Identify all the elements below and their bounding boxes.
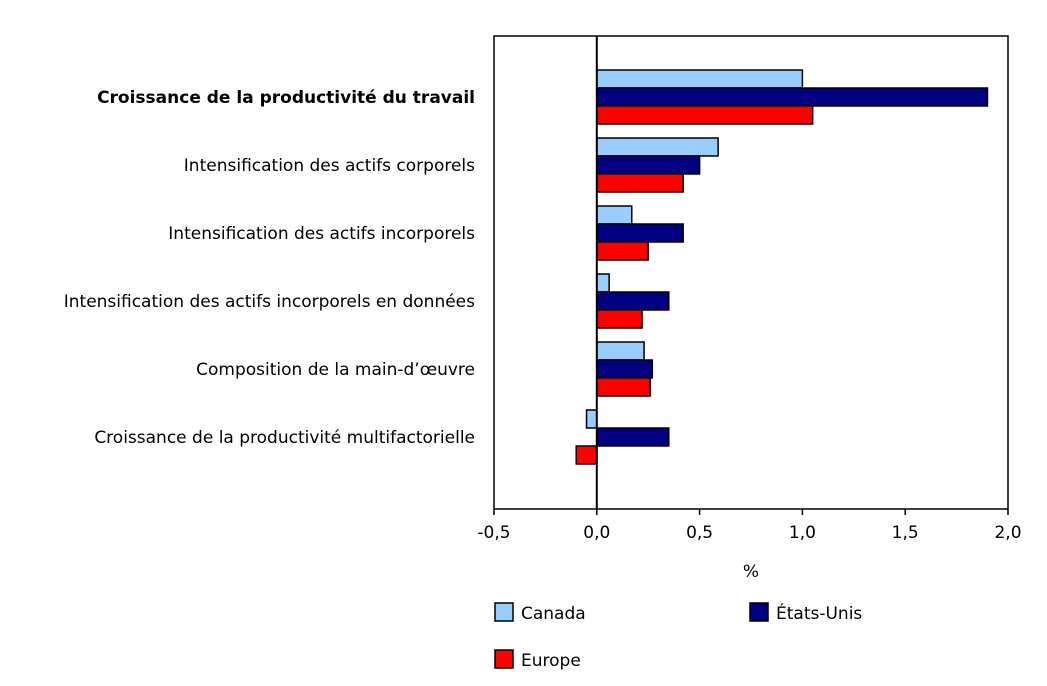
x-tick-label: 1,0 bbox=[789, 523, 816, 543]
x-tick-label: 0,0 bbox=[583, 523, 610, 543]
bar-europe-4 bbox=[596, 377, 652, 397]
bar-canada-1 bbox=[596, 137, 719, 157]
bar-canada-3 bbox=[596, 273, 610, 293]
legend-label: États-Unis bbox=[776, 602, 862, 624]
category-label: Croissance de la productivité du travail bbox=[97, 88, 475, 108]
legend-label: Europe bbox=[521, 651, 581, 671]
bar-canada-0 bbox=[596, 69, 804, 89]
category-label: Intensification des actifs corporels bbox=[184, 156, 475, 176]
legend-label: Canada bbox=[521, 604, 586, 624]
x-tick-label: 0,5 bbox=[686, 523, 713, 543]
x-tick-label: -0,5 bbox=[477, 523, 510, 543]
bar-tatsunis-3 bbox=[596, 291, 670, 311]
bar-tatsunis-1 bbox=[596, 155, 701, 175]
category-label: Intensification des actifs incorporels bbox=[168, 224, 475, 244]
bar-tatsunis-2 bbox=[596, 223, 684, 243]
bar-tatsunis-0 bbox=[596, 87, 989, 107]
bar-europe-1 bbox=[596, 173, 684, 193]
category-label: Composition de la main-d’œuvre bbox=[196, 360, 475, 380]
plot-frame bbox=[493, 35, 1009, 510]
bar-europe-3 bbox=[596, 309, 643, 329]
category-label: Croissance de la productivité multifacto… bbox=[94, 428, 475, 448]
legend-swatch bbox=[494, 649, 514, 669]
legend-swatch bbox=[749, 602, 769, 622]
category-label: Intensification des actifs incorporels e… bbox=[64, 292, 475, 312]
bar-europe-2 bbox=[596, 241, 649, 261]
bar-canada-5 bbox=[585, 409, 598, 429]
bar-tatsunis-4 bbox=[596, 359, 654, 379]
bar-tatsunis-5 bbox=[596, 427, 670, 447]
bar-canada-4 bbox=[596, 341, 645, 361]
bar-europe-5 bbox=[575, 445, 598, 465]
bar-europe-0 bbox=[596, 105, 814, 125]
x-axis-label: % bbox=[743, 562, 759, 582]
x-tick-label: 1,5 bbox=[892, 523, 919, 543]
x-tick-label: 2,0 bbox=[994, 523, 1021, 543]
bar-canada-2 bbox=[596, 205, 633, 225]
legend-swatch bbox=[494, 602, 514, 622]
